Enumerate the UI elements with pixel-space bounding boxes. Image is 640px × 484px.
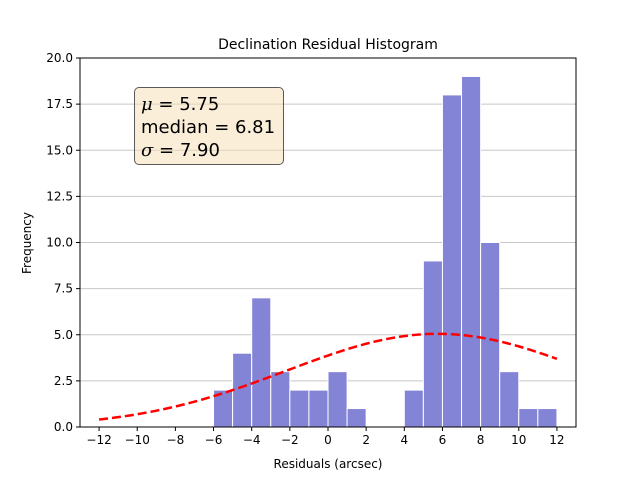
sigma-symbol: σ [141, 140, 154, 161]
y-axis-ticks: 0.0 2.5 5.0 7.5 10.0 12.5 15.0 17.5 20.0 [46, 51, 80, 434]
x-tick-label: −12 [86, 433, 111, 447]
y-tick-label: 12.5 [46, 189, 73, 203]
stats-mean: μ = 5.75 [141, 93, 277, 116]
x-tick-label: 12 [549, 433, 564, 447]
stats-median: median = 6.81 [141, 117, 276, 138]
x-tick-label: 6 [439, 433, 447, 447]
chart-title: Declination Residual Histogram [218, 37, 438, 53]
y-tick-label: 10.0 [46, 236, 73, 250]
x-tick-label: −8 [167, 433, 185, 447]
histogram-bar [518, 408, 539, 428]
y-tick-label: 2.5 [54, 374, 73, 388]
stats-annotation-box: μ = 5.75 median = 6.81 σ = 7.90 [134, 87, 284, 165]
y-tick-label: 20.0 [46, 51, 73, 65]
histogram-bar [480, 242, 501, 428]
x-tick-label: 0 [324, 433, 332, 447]
histogram-bar [251, 297, 272, 428]
x-tick-label: 10 [511, 433, 526, 447]
gaussian-fit-curve [98, 332, 558, 421]
y-tick-label: 17.5 [46, 97, 73, 111]
y-axis-label: Frequency [20, 212, 34, 274]
histogram-bar [308, 389, 329, 428]
x-tick-label: −6 [205, 433, 223, 447]
x-axis-ticks: −12 −10 −8 −6 −4 −2 0 2 4 6 8 10 12 [86, 427, 565, 447]
histogram-bar [232, 352, 253, 428]
mean-value: = 5.75 [152, 94, 220, 115]
histogram-bar [499, 371, 520, 428]
histogram-bar [270, 371, 291, 428]
histogram-bar [289, 389, 310, 428]
histogram-bar [327, 371, 348, 428]
stats-sigma: σ = 7.90 [141, 139, 277, 162]
x-tick-label: −10 [125, 433, 150, 447]
mu-symbol: μ [141, 94, 153, 115]
histogram-bar [461, 75, 482, 428]
y-tick-label: 7.5 [54, 282, 73, 296]
histogram-bar [537, 408, 558, 428]
histogram-bar [441, 94, 463, 428]
histogram-bars [213, 75, 558, 428]
x-tick-label: 8 [477, 433, 485, 447]
y-tick-label: 15.0 [46, 143, 73, 157]
x-tick-label: 2 [362, 433, 370, 447]
y-tick-label: 0.0 [54, 420, 73, 434]
y-tick-label: 5.0 [54, 328, 73, 342]
x-tick-label: −2 [281, 433, 299, 447]
x-tick-label: −4 [243, 433, 261, 447]
histogram-bar [403, 389, 424, 428]
histogram-bar [422, 260, 443, 428]
sigma-value: = 7.90 [153, 140, 220, 161]
x-tick-label: 4 [400, 433, 408, 447]
x-axis-label: Residuals (arcsec) [274, 457, 383, 471]
histogram-bar [346, 408, 367, 428]
